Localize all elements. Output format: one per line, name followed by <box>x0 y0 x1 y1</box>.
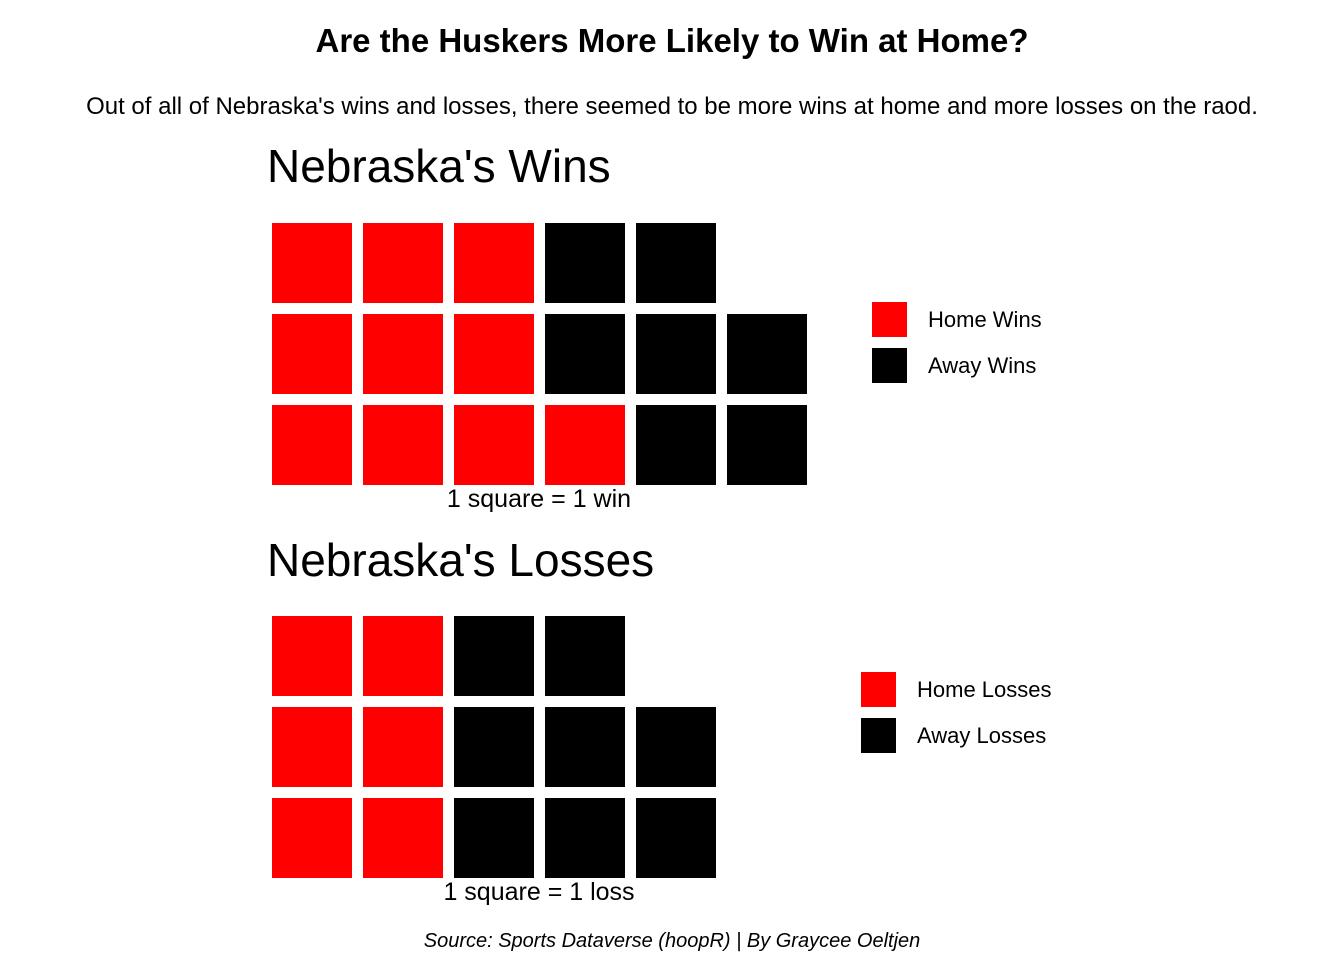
wins-square-home <box>363 405 443 485</box>
legend-label-away-wins: Away Wins <box>928 351 1036 381</box>
wins-square-home <box>363 223 443 303</box>
wins-square-away <box>545 223 625 303</box>
losses-panel-title: Nebraska's Losses <box>267 534 654 586</box>
losses-square-away <box>545 707 625 787</box>
wins-square-home <box>454 223 534 303</box>
losses-square-home <box>363 798 443 878</box>
legend-label-away-losses: Away Losses <box>917 721 1046 751</box>
losses-square-away <box>636 798 716 878</box>
wins-square-away <box>727 314 807 394</box>
losses-square-away <box>454 707 534 787</box>
legend-label-home-wins: Home Wins <box>928 305 1042 335</box>
losses-square-home <box>363 707 443 787</box>
wins-square-home <box>545 405 625 485</box>
wins-square-home <box>272 314 352 394</box>
chart-title: Are the Huskers More Likely to Win at Ho… <box>0 20 1344 62</box>
source-note: Source: Sports Dataverse (hoopR) | By Gr… <box>0 928 1344 954</box>
losses-square-home <box>272 616 352 696</box>
wins-square-home <box>363 314 443 394</box>
legend-label-home-losses: Home Losses <box>917 675 1052 705</box>
losses-square-away <box>454 798 534 878</box>
wins-square-away <box>636 405 716 485</box>
losses-square-home <box>363 616 443 696</box>
legend-key-home-losses <box>861 672 896 707</box>
losses-square-away <box>636 707 716 787</box>
wins-panel-title: Nebraska's Wins <box>267 140 611 192</box>
legend-key-away-wins <box>872 348 907 383</box>
wins-square-away <box>636 314 716 394</box>
losses-square-home <box>272 798 352 878</box>
losses-square-home <box>272 707 352 787</box>
wins-square-away <box>636 223 716 303</box>
wins-square-home <box>272 223 352 303</box>
wins-square-away <box>545 314 625 394</box>
losses-square-away <box>545 616 625 696</box>
chart-subtitle: Out of all of Nebraska's wins and losses… <box>0 91 1344 123</box>
losses-caption: 1 square = 1 loss <box>267 877 811 907</box>
wins-caption: 1 square = 1 win <box>267 484 811 514</box>
legend-key-home-wins <box>872 302 907 337</box>
legend-key-away-losses <box>861 718 896 753</box>
losses-square-away <box>454 616 534 696</box>
wins-square-away <box>727 405 807 485</box>
losses-square-away <box>545 798 625 878</box>
wins-square-home <box>272 405 352 485</box>
wins-square-home <box>454 405 534 485</box>
wins-square-home <box>454 314 534 394</box>
